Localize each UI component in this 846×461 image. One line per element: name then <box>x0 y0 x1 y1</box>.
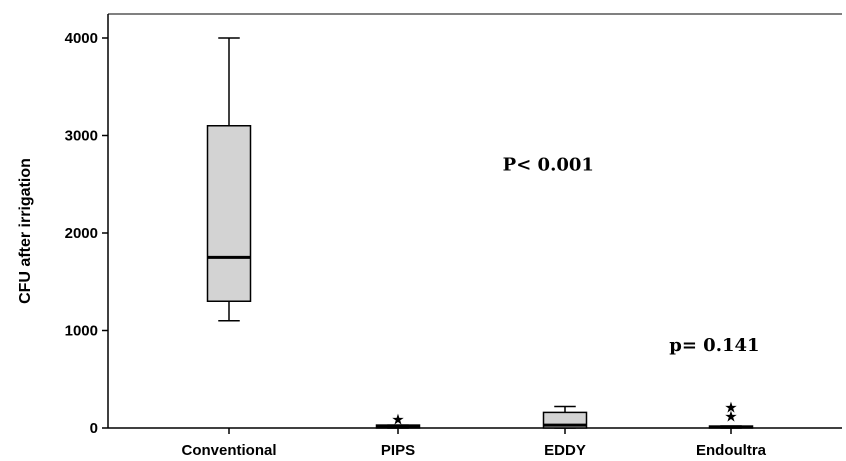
x-tick-label-1: PIPS <box>381 442 415 459</box>
y-tick-label-3: 3000 <box>65 128 98 145</box>
box-series: ★ ★★ <box>206 37 754 429</box>
box-1: ★ <box>375 410 421 429</box>
y-tick-label-0: 0 <box>90 420 98 437</box>
box-0-iqr <box>206 125 252 302</box>
box-3-outlier-0: ★ <box>724 407 737 425</box>
y-axis-title: CFU after irrigation <box>17 158 34 304</box>
annotation-0: P< 0.001 <box>503 155 594 176</box>
x-tick-label-3: Endoultra <box>696 442 767 459</box>
x-tick-label-2: EDDY <box>544 442 586 459</box>
box-3: ★★ <box>708 399 754 429</box>
x-axis: Conventional PIPS EDDY Endoultra <box>181 428 767 459</box>
y-tick-label-2: 2000 <box>65 225 98 242</box>
box-3-outlier-1: ★ <box>724 399 737 417</box>
box-1-outlier-0: ★ <box>391 410 404 428</box>
y-tick-label-4: 4000 <box>65 30 98 47</box>
y-axis: 0 1000 2000 3000 4000 CFU after irrigation <box>17 30 108 437</box>
box-0 <box>206 37 252 322</box>
annotations: P< 0.001 p= 0.141 <box>503 155 760 356</box>
y-tick-label-1: 1000 <box>65 323 98 340</box>
annotation-1: p= 0.141 <box>669 335 759 356</box>
x-tick-label-0: Conventional <box>181 442 276 459</box>
box-2 <box>542 405 588 429</box>
